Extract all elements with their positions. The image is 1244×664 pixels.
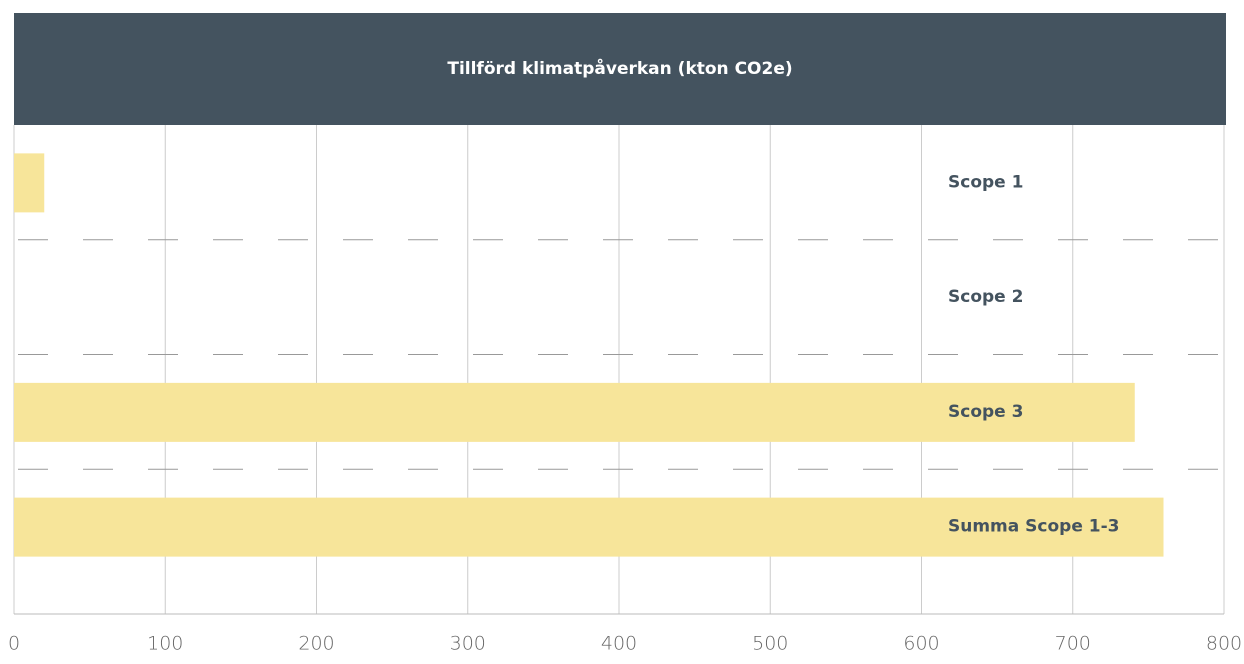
x-tick-label: 500: [752, 633, 788, 655]
x-tick-label: 800: [1206, 633, 1242, 655]
category-label: Scope 2: [948, 287, 1023, 307]
category-label: Summa Scope 1-3: [948, 517, 1120, 537]
x-tick-label: 100: [147, 633, 183, 655]
x-tick-label: 0: [8, 633, 20, 655]
bar: [14, 497, 1164, 557]
category-label: Scope 1: [948, 172, 1023, 192]
category-label: Scope 3: [948, 402, 1023, 422]
x-tick-label: 300: [450, 633, 486, 655]
x-tick-label: 400: [601, 633, 637, 655]
x-tick-label: 200: [298, 633, 334, 655]
header-band: [14, 13, 1226, 125]
bar: [14, 153, 45, 213]
x-tick-label: 600: [903, 633, 939, 655]
x-tick-label: 700: [1055, 633, 1091, 655]
chart-title: Tillförd klimatpåverkan (kton CO2e): [447, 57, 792, 79]
bar: [14, 382, 1135, 442]
